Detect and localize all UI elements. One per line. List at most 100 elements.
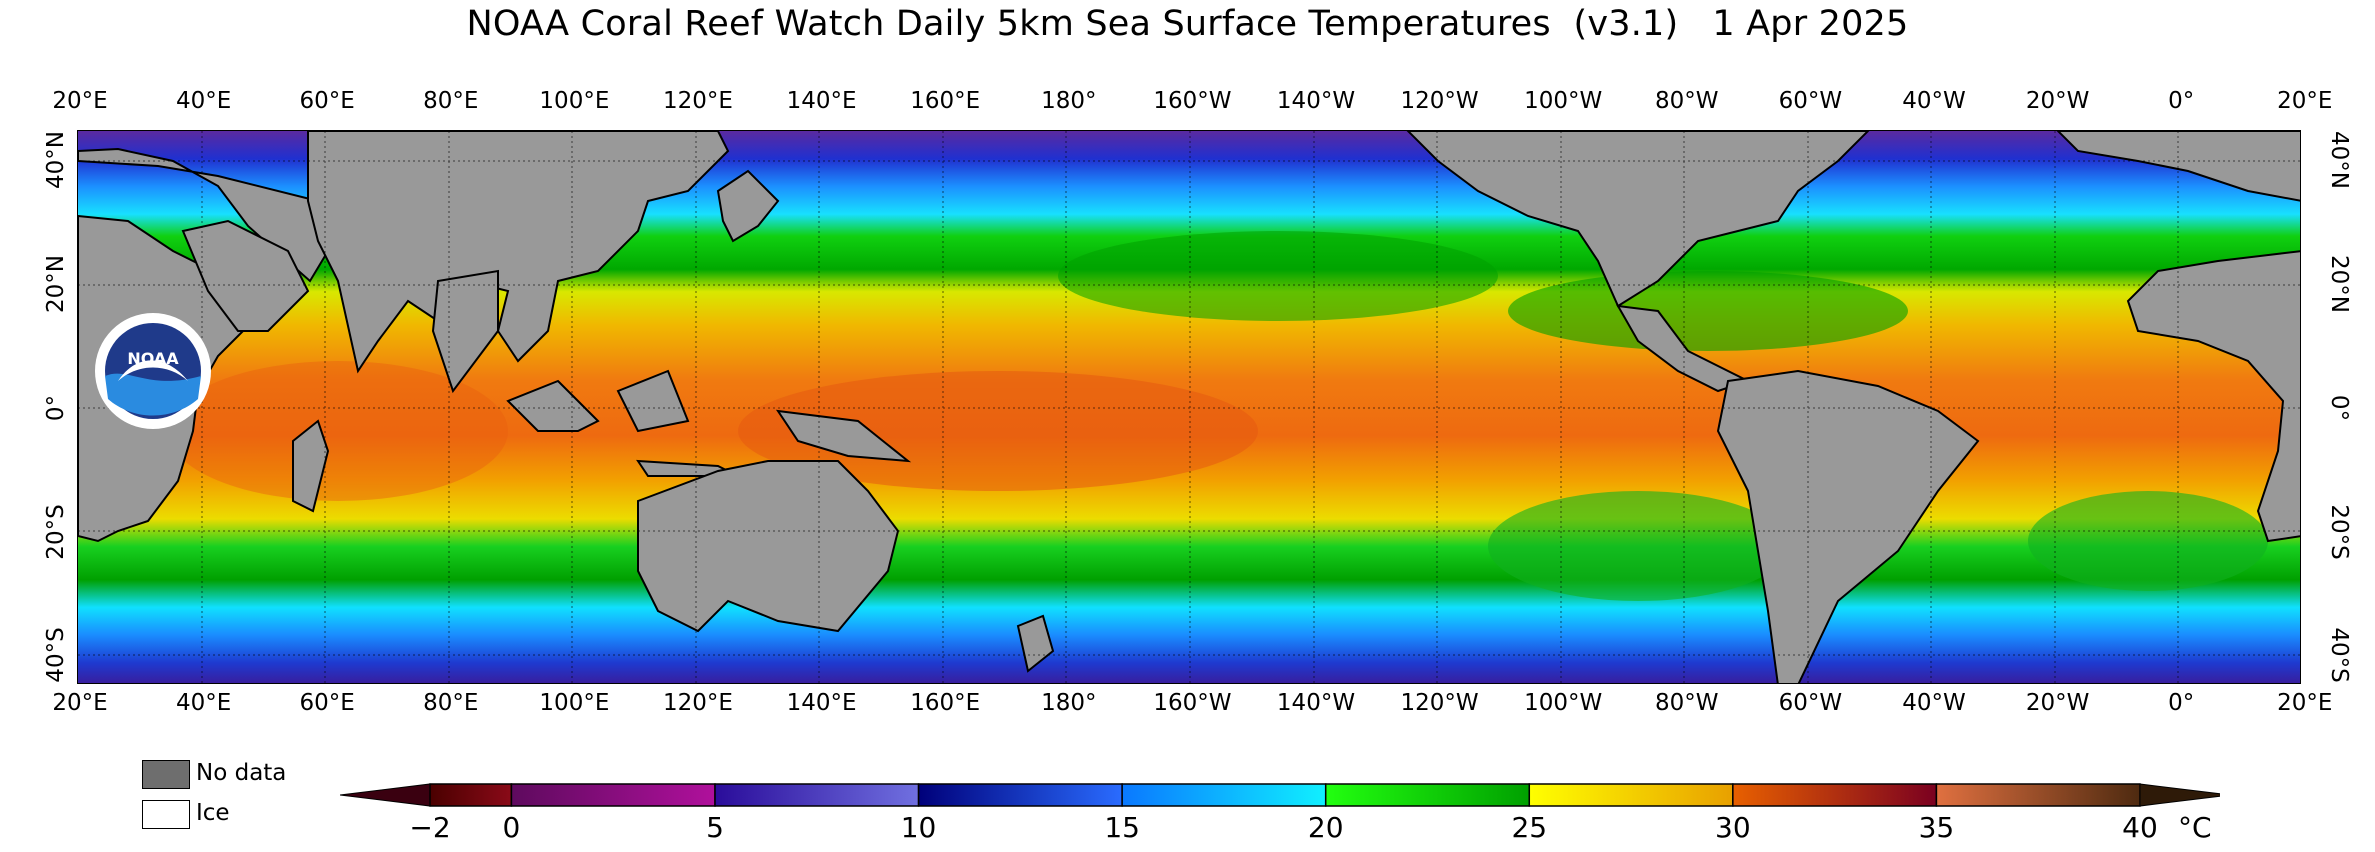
longitude-label: 140°E xyxy=(786,690,857,716)
longitude-label: 120°E xyxy=(663,88,733,114)
graticule xyxy=(78,131,2300,683)
longitude-label: 20°W xyxy=(2025,88,2090,114)
longitude-label: 0° xyxy=(2168,690,2195,716)
longitude-label: 160°W xyxy=(1153,88,1232,114)
africa-east-land xyxy=(2126,250,2300,543)
ice-label: Ice xyxy=(196,800,230,826)
longitude-label: 60°W xyxy=(1778,690,1843,716)
latitude-labels-left: 40°N 20°N 0° 20°S 40°S xyxy=(40,0,72,852)
longitude-label: 180° xyxy=(1041,690,1097,716)
noaa-logo: NOAA xyxy=(95,313,211,429)
latitude-labels-right: 40°N 20°N 0° 20°S 40°S xyxy=(2323,0,2355,852)
colorbar-segment xyxy=(429,783,513,807)
longitude-label: 140°W xyxy=(1276,690,1356,716)
longitude-label: 100°E xyxy=(539,690,610,716)
longitude-label: 40°E xyxy=(175,88,232,114)
colorbar-tick-label: 25 xyxy=(1511,811,1548,844)
ice-swatch xyxy=(142,800,190,829)
colorbar-tick-label: 0 xyxy=(502,811,521,844)
colorbar-low-extension xyxy=(340,783,431,807)
longitude-label: 40°W xyxy=(1902,690,1966,716)
south-pacific-green-area xyxy=(1488,491,1788,601)
longitude-label: 100°W xyxy=(1524,690,1603,716)
madagascar-land xyxy=(292,419,330,513)
longitude-label: 20°E xyxy=(52,88,108,114)
longitude-label: 20°E xyxy=(52,690,108,716)
longitude-label: 160°E xyxy=(910,88,981,114)
arabia-land xyxy=(181,219,310,332)
colorbar-unit: °C xyxy=(2178,811,2212,844)
longitude-label: 80°E xyxy=(423,88,479,114)
south-america-land xyxy=(1716,369,1980,683)
colorbar-segment xyxy=(510,783,716,807)
longitude-labels-top: 20°E 40°E 60°E 80°E 100°E 120°E 140°E 160°E 180°… xyxy=(0,88,2375,120)
colorbar-tick-label: 30 xyxy=(1715,811,1751,844)
colorbar-segment xyxy=(917,783,1123,807)
latitude-label: 40°N xyxy=(43,131,69,189)
colorbar-tick-label: −2 xyxy=(409,811,451,844)
landmasses xyxy=(78,131,2300,683)
colorbar-tick-label: 40 xyxy=(2122,811,2158,844)
japan-land xyxy=(716,169,780,243)
colorbar-tick-label: 35 xyxy=(1918,811,1955,844)
colorbar-segment xyxy=(1528,783,1734,807)
temperature-colorbar xyxy=(340,783,2220,807)
longitude-label: 160°W xyxy=(1153,690,1232,716)
latitude-label: 40°S xyxy=(43,627,69,683)
longitude-label: 80°W xyxy=(1655,690,1719,716)
borneo-land xyxy=(616,369,690,433)
longitude-label: 120°E xyxy=(663,690,733,716)
colorbar-segment xyxy=(1935,783,2141,807)
longitude-label: 140°E xyxy=(786,88,857,114)
longitude-label: 80°W xyxy=(1655,88,1719,114)
new-zealand-land xyxy=(1016,614,1055,673)
colorbar-tick-label: 15 xyxy=(1104,811,1140,844)
no-data-swatch xyxy=(142,760,190,789)
longitude-label: 60°W xyxy=(1778,88,1843,114)
south-atlantic-green-area xyxy=(2028,491,2268,591)
colorbar-high-extension xyxy=(2139,783,2220,807)
north-america-land xyxy=(1406,131,1870,308)
colorbar-segment xyxy=(1324,783,1531,807)
longitude-labels-bottom: 20°E 40°E 60°E 80°E 100°E 120°E 140°E 160°E 180°… xyxy=(0,690,2375,722)
longitude-label: 100°W xyxy=(1524,88,1603,114)
new-guinea-land xyxy=(775,409,912,463)
longitude-label: 120°W xyxy=(1400,690,1479,716)
longitude-label: 60°E xyxy=(299,690,355,716)
longitude-label: 40°E xyxy=(175,690,232,716)
asia-land xyxy=(307,131,730,374)
western-pacific-warm-pool xyxy=(738,371,1258,491)
longitude-label: 0° xyxy=(2168,88,2195,114)
latitude-label: 40°S xyxy=(2326,627,2352,683)
latitude-label: 20°S xyxy=(43,504,69,560)
colorbar-tick-label: 10 xyxy=(900,811,937,844)
longitude-label: 60°E xyxy=(299,88,355,114)
europe-land xyxy=(2056,131,2300,202)
latitude-label: 40°N xyxy=(2326,131,2352,189)
no-data-label: No data xyxy=(196,760,287,786)
north-pacific-green-band xyxy=(1058,231,1498,321)
longitude-label: 180° xyxy=(1041,88,1097,114)
colorbar-segment xyxy=(714,783,920,807)
sumatra-land xyxy=(506,379,600,432)
noaa-logo-text: NOAA xyxy=(127,349,179,368)
australia-land xyxy=(637,460,900,633)
colorbar-tick-label: 5 xyxy=(706,811,724,844)
north-atlantic-green-band xyxy=(1508,271,1908,351)
colorbar-segment xyxy=(1121,783,1327,807)
longitude-label: 160°E xyxy=(910,690,981,716)
colorbar-tick-label: 20 xyxy=(1307,811,1344,844)
colorbar-segment xyxy=(1732,783,1938,807)
longitude-label: 140°W xyxy=(1276,88,1356,114)
map-title: NOAA Coral Reef Watch Daily 5km Sea Surf… xyxy=(466,4,1909,44)
sst-map: NOAA xyxy=(77,130,2301,684)
indian-ocean-warm-area xyxy=(168,361,508,501)
latitude-label: 20°N xyxy=(2326,255,2352,313)
longitude-label: 40°W xyxy=(1902,88,1966,114)
longitude-label: 80°E xyxy=(423,690,479,716)
longitude-label: 20°E xyxy=(2277,88,2333,114)
longitude-label: 20°W xyxy=(2025,690,2090,716)
latitude-label: 0° xyxy=(43,394,69,422)
longitude-label: 100°E xyxy=(539,88,610,114)
longitude-label: 20°E xyxy=(2277,690,2333,716)
